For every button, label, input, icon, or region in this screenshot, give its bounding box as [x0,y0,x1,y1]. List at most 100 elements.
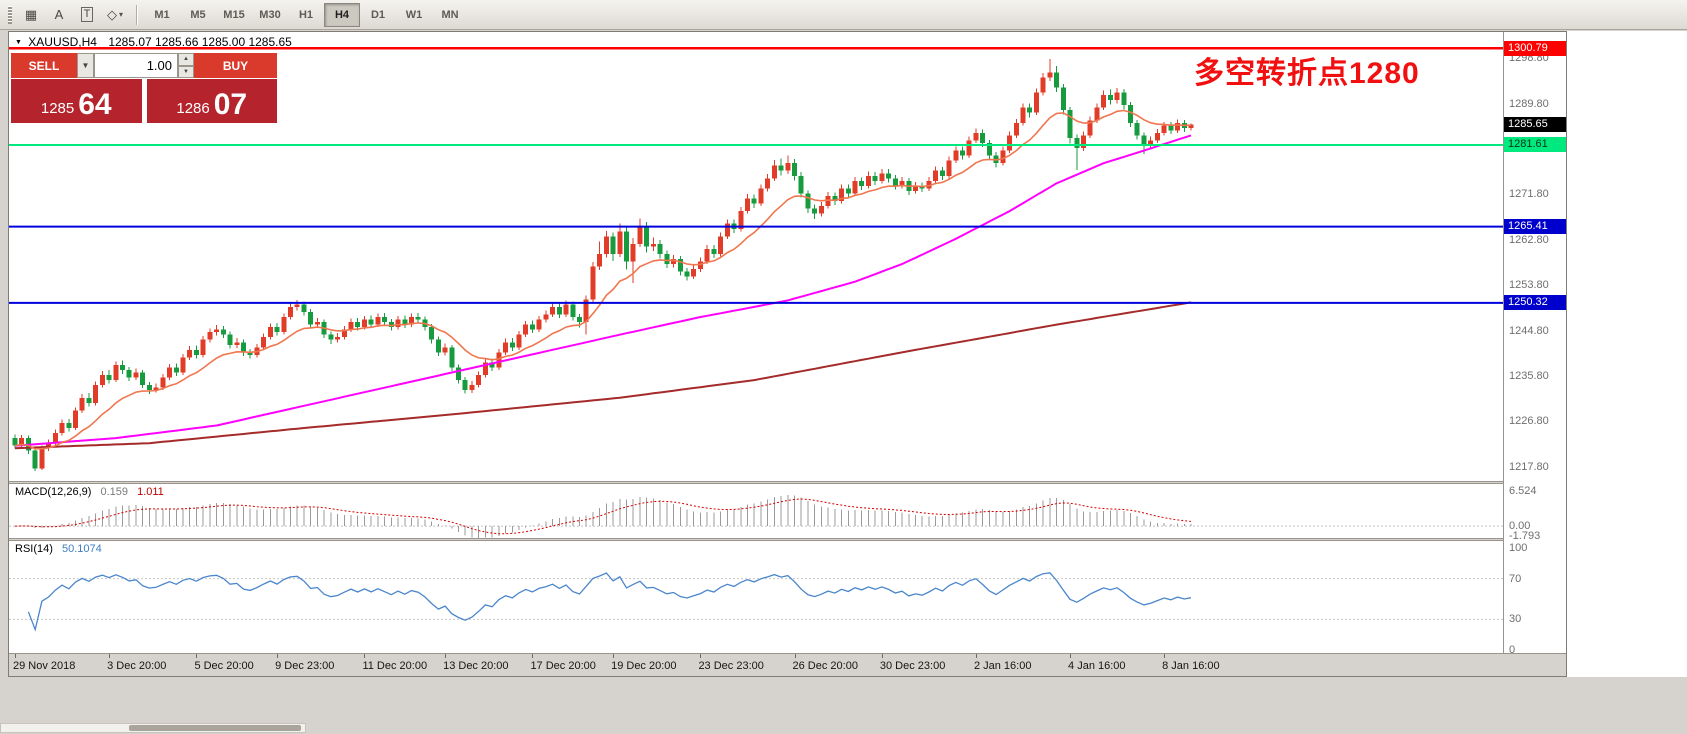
rsi-chart-svg[interactable] [9,541,1503,653]
macd-indicator-pane[interactable]: MACD(12,26,9) 0.159 1.011 [9,484,1503,538]
cursor-tool-icon: A [54,7,64,22]
time-axis-tick [196,654,198,658]
price-axis-label: 1253.80 [1509,279,1549,292]
price-chart-pane[interactable]: ▼ XAUUSD,H4 1285.07 1285.66 1285.00 1285… [9,32,1503,481]
charts-grid-icon: ▦ [24,6,38,22]
buy-price-main: 1286 [176,100,210,117]
time-axis-label: 19 Dec 20:00 [611,660,677,672]
volume-stepper: ▲ ▼ [178,53,194,78]
time-axis-tick [881,654,883,658]
scrollbar-thumb[interactable] [129,725,301,731]
timeframe-button-d1[interactable]: D1 [370,8,386,21]
timeframe-button-m30[interactable]: M30 [259,8,281,21]
macd-histogram [21,494,1192,538]
price-axis-label: 1244.80 [1509,324,1549,337]
time-axis-label: 3 Dec 20:00 [107,660,167,672]
macd-title: MACD(12,26,9) [15,486,92,498]
price-level-badge: 1250.32 [1504,295,1566,311]
time-axis-label: 30 Dec 23:00 [879,660,946,672]
timeframe-button-m1[interactable]: M1 [154,8,170,21]
time-axis-label: 17 Dec 20:00 [530,660,596,672]
time-axis-tick [109,654,111,658]
time-axis-label: 9 Dec 23:00 [275,660,335,672]
horizontal-scrollbar[interactable] [0,723,306,733]
rsi-value: 50.1074 [61,543,102,555]
buy-price-frac: 07 [213,88,248,121]
text-label-tool-button[interactable]: T [74,2,100,28]
time-axis-label: 23 Dec 23:00 [698,660,764,672]
chart-window: ▼ XAUUSD,H4 1285.07 1285.66 1285.00 1285… [8,31,1567,677]
buy-button[interactable]: BUY [194,53,277,78]
text-label-tool-icon: T [80,7,94,22]
shapes-tool-button[interactable]: ◇ ▾ [102,2,128,28]
price-axis-label: 1289.80 [1509,97,1549,110]
timeframe-button-h4[interactable]: H4 [324,2,360,27]
pane-separator[interactable] [9,481,1566,484]
timeframe-button-m15[interactable]: M15 [223,8,245,21]
price-axis-label: 1217.80 [1509,460,1549,473]
time-axis-label: 5 Dec 20:00 [194,660,254,672]
volume-down-button[interactable]: ▼ [178,65,194,78]
sell-price-frac: 64 [78,88,112,121]
macd-axis-label: 6.524 [1509,484,1537,497]
time-axis-tick [1164,654,1166,658]
time-axis-label: 2 Jan 16:00 [973,660,1032,672]
macd-label: MACD(12,26,9) 0.159 1.011 [15,486,164,498]
timeframe-button-w1[interactable]: W1 [405,8,423,21]
price-level-badge: 1285.65 [1504,117,1566,133]
price-scale[interactable]: 1298.801289.801280.801271.801262.801253.… [1503,32,1566,656]
volume-dropdown-button[interactable]: ▼ [77,53,94,78]
symbol-quote: 1285.07 1285.66 1285.00 1285.65 [108,35,292,49]
sell-button[interactable]: SELL [11,53,77,78]
buy-price-display[interactable]: 1286 07 [146,79,277,123]
toolbar-grip[interactable] [8,5,12,24]
symbol-name: XAUUSD,H4 [28,35,97,49]
cursor-tool-button[interactable]: A [46,2,72,28]
time-axis-tick [364,654,366,658]
timeframe-button-h1[interactable]: H1 [298,8,314,21]
time-axis-tick [975,654,977,658]
ma-fast-line [14,109,1192,450]
time-axis-label: 8 Jan 16:00 [1162,660,1220,672]
pane-separator[interactable] [9,538,1566,541]
shapes-tool-icon: ◇ [106,6,117,22]
time-axis-tick [700,654,702,658]
macd-chart-svg[interactable] [9,484,1503,538]
rsi-title: RSI(14) [15,543,53,555]
price-level-badge: 1300.79 [1504,40,1566,56]
rsi-axis-label: 0 [1509,644,1516,656]
time-axis-label: 11 Dec 20:00 [362,660,428,672]
rsi-label: RSI(14) 50.1074 [15,543,102,555]
rsi-line [27,572,1192,632]
time-axis-label: 13 Dec 20:00 [443,660,509,672]
price-chart-svg[interactable] [9,32,1503,481]
time-axis-label: 26 Dec 20:00 [792,660,858,672]
time-axis[interactable]: 29 Nov 2018 3 Dec 20:00 5 Dec 20:00 9 Dec 2… [9,653,1566,676]
timeframe-button-mn[interactable]: MN [441,8,459,21]
price-level-badge: 1265.41 [1504,219,1566,235]
rsi-axis-label: 30 [1509,613,1522,626]
time-axis-tick [613,654,615,658]
rsi-axis-label: 100 [1509,542,1528,554]
time-axis-tick [445,654,447,658]
rsi-axis-label: 70 [1509,572,1522,585]
macd-axis-label: 0.00 [1509,520,1531,533]
macd-axis-label: -1.793 [1509,529,1541,542]
bottom-area [0,678,1687,734]
macd-signal-value: 1.011 [137,486,164,498]
macd-value: 0.159 [100,486,129,498]
chart-menu-icon[interactable]: ▼ [15,39,22,46]
price-level-badge: 1281.61 [1504,137,1566,153]
chevron-down-icon: ▼ [81,61,90,70]
price-axis-label: 1271.80 [1509,188,1549,201]
sell-price-display[interactable]: 1285 64 [11,79,142,123]
chart-text-annotation: 多空转折点1280 [1194,57,1420,90]
timeframe-button-m5[interactable]: M5 [190,8,206,21]
time-axis-tick [15,654,16,658]
volume-up-button[interactable]: ▲ [178,53,194,66]
time-axis-label: 4 Jan 16:00 [1068,660,1126,672]
rsi-indicator-pane[interactable]: RSI(14) 50.1074 [9,541,1503,653]
charts-grid-button[interactable]: ▦ [18,2,44,28]
volume-input[interactable] [94,53,178,78]
time-axis-tick [1070,654,1072,658]
